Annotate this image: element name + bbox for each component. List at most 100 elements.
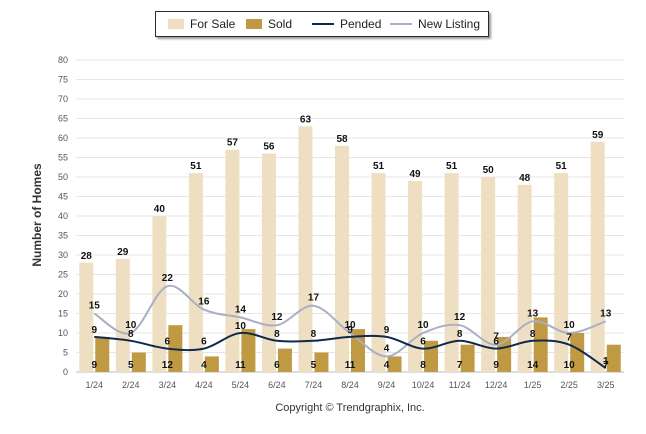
data-label-new-listing: 13 [600,308,612,319]
data-label-new-listing: 4 [384,343,390,354]
x-tick-label: 9/24 [378,380,396,390]
y-tick-label: 80 [58,55,68,65]
bar-sold [460,344,475,372]
data-label-new-listing: 7 [493,332,499,343]
bar-sold [497,336,512,372]
y-tick-label: 5 [63,348,68,358]
bar-sold [387,356,402,372]
y-tick-label: 70 [58,94,68,104]
bar-for-sale [115,258,130,372]
data-label-pended: 8 [457,329,463,340]
legend-item-pended: Pended [312,12,381,36]
legend-line-new-listing [390,23,412,25]
y-tick-label: 60 [58,133,68,143]
data-label-sold: 9 [493,360,499,371]
line-new-listing [93,284,607,358]
data-label-pended: 9 [347,325,353,336]
y-tick-label: 20 [58,289,68,299]
data-label-for-sale: 51 [373,161,385,172]
bar-for-sale [298,126,313,372]
data-label-pended: 1 [603,356,609,367]
data-label-sold: 5 [311,360,317,371]
data-label-for-sale: 59 [592,130,604,141]
data-label-sold: 7 [457,360,463,371]
data-label-new-listing: 13 [527,308,539,319]
data-label-pended: 8 [128,329,134,340]
legend-label-for-sale: For Sale [190,17,236,31]
bar-sold [241,329,256,372]
data-label-for-sale: 56 [263,142,275,153]
data-label-new-listing: 10 [125,320,137,331]
line-pended [94,331,607,369]
bar-for-sale [261,153,276,372]
data-label-pended: 9 [91,325,97,336]
legend-label-new-listing: New Listing [418,17,481,31]
bar-for-sale [225,149,240,372]
bar-for-sale [79,262,94,372]
data-label-sold: 4 [384,360,390,371]
bar-sold [314,352,329,372]
x-tick-label: 6/24 [268,380,286,390]
x-tick-label: 4/24 [195,380,213,390]
data-label-new-listing: 14 [235,304,247,315]
data-label-sold: 9 [91,360,97,371]
data-label-for-sale: 51 [556,161,568,172]
y-tick-label: 55 [58,153,68,163]
y-tick-label: 10 [58,328,68,338]
legend-item-sold: Sold [246,12,292,36]
legend-item-new-listing: New Listing [390,12,480,36]
x-tick-label: 1/25 [524,380,542,390]
data-label-new-listing: 10 [564,320,576,331]
data-label-pended: 10 [235,321,247,332]
data-label-pended: 6 [165,337,171,348]
y-tick-label: 30 [58,250,68,260]
x-tick-label: 8/24 [341,380,359,390]
data-label-new-listing: 15 [89,301,101,312]
data-label-sold: 6 [274,360,280,371]
x-tick-label: 5/24 [232,380,250,390]
data-label-sold: 7 [603,360,609,371]
data-label-for-sale: 48 [519,173,531,184]
data-label-sold: 11 [235,360,246,371]
y-tick-label: 15 [58,309,68,319]
data-label-sold: 4 [201,360,207,371]
data-label-pended: 9 [384,325,390,336]
data-label-for-sale: 57 [227,138,239,149]
bar-for-sale [517,184,532,372]
data-label-sold: 5 [128,360,134,371]
bar-sold [570,333,585,372]
x-tick-label: 10/24 [412,380,435,390]
legend-swatch-sold [246,19,262,29]
data-label-pended: 6 [420,337,426,348]
legend-label-sold: Sold [268,17,293,31]
data-label-for-sale: 63 [300,114,312,125]
bar-sold [533,317,548,372]
data-label-pended: 8 [530,329,536,340]
bar-for-sale [188,173,203,372]
data-label-new-listing: 12 [454,312,466,323]
y-tick-label: 65 [58,114,68,124]
data-label-for-sale: 28 [81,251,93,262]
x-tick-label: 1/24 [86,380,104,390]
bar-sold [277,348,292,372]
data-label-new-listing: 16 [198,297,210,308]
y-axis-title: Number of Homes [30,163,44,267]
data-label-for-sale: 58 [336,134,348,145]
y-tick-label: 25 [58,270,68,280]
data-label-for-sale: 40 [154,204,166,215]
y-tick-label: 75 [58,75,68,85]
data-label-sold: 12 [162,360,174,371]
bar-for-sale [335,145,349,372]
data-label-sold: 8 [420,360,426,371]
y-tick-label: 0 [63,367,68,377]
y-tick-label: 35 [58,231,68,241]
legend-label-pended: Pended [340,17,382,31]
bar-for-sale [371,173,386,372]
y-tick-label: 45 [58,192,68,202]
data-label-pended: 6 [201,337,207,348]
x-tick-label: 7/24 [305,380,323,390]
x-tick-label: 3/25 [597,380,615,390]
data-label-pended: 7 [566,333,572,344]
legend-line-pended [312,23,334,25]
